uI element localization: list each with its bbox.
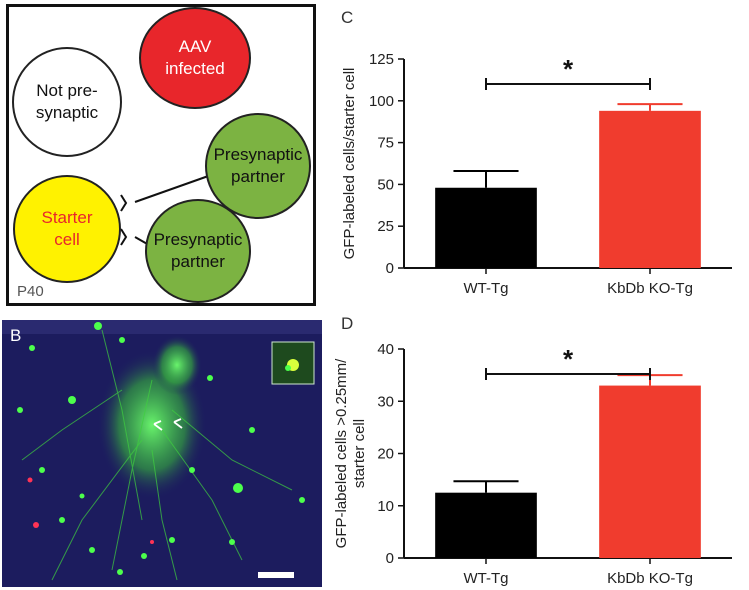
- y-tick-label: 75: [377, 135, 394, 152]
- y-tick-label: 40: [377, 341, 394, 358]
- not-presynaptic-cell: Not pre- synaptic: [12, 47, 122, 157]
- presynaptic-partner-bottom-label: Presynaptic partner: [153, 229, 243, 271]
- presynaptic-partner-bottom-cell: Presynaptic partner: [145, 199, 251, 303]
- x-tick-label: WT-Tg: [464, 280, 509, 297]
- bar-kbdb-ko-tg: [599, 110, 701, 268]
- y-axis-label: GFP-labeled cells >0.25mm/: [333, 358, 350, 548]
- y-axis-label: GFP-labeled cells/starter cell: [341, 68, 358, 260]
- presynaptic-partner-top-cell: Presynaptic partner: [205, 113, 311, 219]
- panel-d-letter: D: [341, 314, 354, 333]
- y-tick-label: 100: [369, 93, 394, 110]
- bar-kbdb-ko-tg: [599, 385, 701, 558]
- synapse-terminal-bottom: [120, 228, 128, 246]
- starter-cell-label: Starter cell: [41, 207, 93, 249]
- starter-cell: Starter cell: [13, 175, 121, 283]
- y-tick-label: 0: [386, 260, 394, 277]
- panel-a-schematic: Not pre- synaptic AAV infected Presynapt…: [6, 4, 316, 306]
- significance-star: *: [563, 344, 574, 374]
- presynaptic-partner-top-label: Presynaptic partner: [213, 144, 303, 186]
- y-tick-label: 50: [377, 176, 394, 193]
- not-presynaptic-label: Not pre- synaptic: [35, 80, 99, 122]
- y-tick-label: 0: [386, 550, 394, 567]
- aav-infected-label: AAV infected: [165, 36, 225, 78]
- y-tick-label: 10: [377, 498, 394, 515]
- panel-b-micrograph: [2, 320, 322, 587]
- scale-bar: [258, 572, 294, 578]
- y-tick-label: 125: [369, 51, 394, 68]
- chart-c: 0 25 50 75 100 125 GFP-labeled cells/starter c…: [341, 51, 732, 297]
- synapse-terminal-top: [120, 194, 128, 212]
- synapse-line-top: [134, 173, 215, 203]
- y-axis-label: starter cell: [351, 419, 368, 488]
- bar-wt-tg: [435, 187, 537, 268]
- aav-infected-cell: AAV infected: [139, 7, 251, 109]
- x-tick-label: WT-Tg: [464, 570, 509, 587]
- y-tick-label: 30: [377, 393, 394, 410]
- arrow-icons: [153, 418, 183, 431]
- chart-d: 0 10 20 30 40 GFP-labeled cells >0.25mm/start…: [333, 341, 732, 587]
- significance-star: *: [563, 54, 574, 84]
- y-tick-label: 20: [377, 446, 394, 463]
- x-tick-label: KbDb KO-Tg: [607, 280, 693, 297]
- x-tick-label: KbDb KO-Tg: [607, 570, 693, 587]
- age-label: P40: [17, 283, 44, 300]
- y-tick-label: 25: [377, 218, 394, 235]
- panel-b-letter: B: [10, 326, 22, 345]
- micrograph-image: [2, 320, 322, 581]
- panel-c-letter: C: [341, 8, 354, 27]
- bar-wt-tg: [435, 492, 537, 558]
